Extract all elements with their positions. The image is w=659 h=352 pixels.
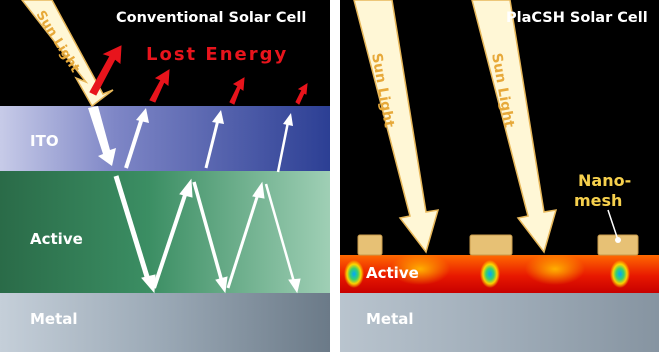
ito-layer xyxy=(0,106,330,171)
nanomesh-label: Nano- xyxy=(578,171,631,190)
active-label: Active xyxy=(30,230,83,248)
nanomesh-block xyxy=(469,234,513,256)
active-layer xyxy=(0,171,330,293)
active-zigzag-segment xyxy=(192,181,224,283)
active-zigzag-segment xyxy=(152,191,188,289)
lost-energy-arrow xyxy=(149,69,170,103)
nanomesh-block xyxy=(357,234,383,256)
sunlight-beam xyxy=(21,0,114,108)
sunlight-beam xyxy=(353,0,440,254)
lost-energy-arrows xyxy=(89,45,308,105)
placsh-solar-cell-panel: Sun Light Sun Light Nano- mesh PlaCSH So… xyxy=(340,0,659,352)
ito-up-arrow xyxy=(124,117,144,169)
metal-layer xyxy=(340,293,659,352)
nanomesh-label: mesh xyxy=(574,191,622,210)
placsh-light-paths: Sun Light Sun Light Nano- mesh xyxy=(353,0,639,256)
panel-title: Conventional Solar Cell xyxy=(116,10,307,26)
metal-label: Metal xyxy=(366,310,414,328)
nanomesh-pointer xyxy=(607,209,619,241)
ito-up-arrow xyxy=(276,121,290,173)
lost-energy-arrow xyxy=(295,83,308,105)
ito-up-arrow xyxy=(204,119,220,169)
conventional-solar-cell-panel: Sun Light Lost Energy Conventional Solar… xyxy=(0,0,330,352)
active-label: Active xyxy=(366,264,419,282)
ito-reflection-arrows xyxy=(88,106,293,173)
active-zigzag-segment xyxy=(113,175,151,281)
lost-energy-label: Lost Energy xyxy=(146,44,288,65)
lost-energy-arrow xyxy=(229,77,245,105)
nanomesh-block xyxy=(597,234,639,256)
conventional-light-paths: Sun Light Lost Energy xyxy=(21,0,308,294)
nanomesh-pointer-dot xyxy=(615,237,621,243)
sunlight-beam xyxy=(471,0,558,254)
active-zigzag-segment xyxy=(264,183,296,283)
panel-title: PlaCSH Solar Cell xyxy=(506,10,648,26)
ito-label: ITO xyxy=(30,132,59,150)
ito-down-arrow xyxy=(88,106,116,166)
metal-layer xyxy=(0,293,330,352)
active-layer xyxy=(340,255,659,293)
active-zigzag-arrows xyxy=(113,175,301,294)
metal-label: Metal xyxy=(30,310,78,328)
nanomesh-blocks xyxy=(357,234,639,256)
active-zigzag-segment xyxy=(226,193,260,289)
lost-energy-arrow xyxy=(89,45,122,96)
